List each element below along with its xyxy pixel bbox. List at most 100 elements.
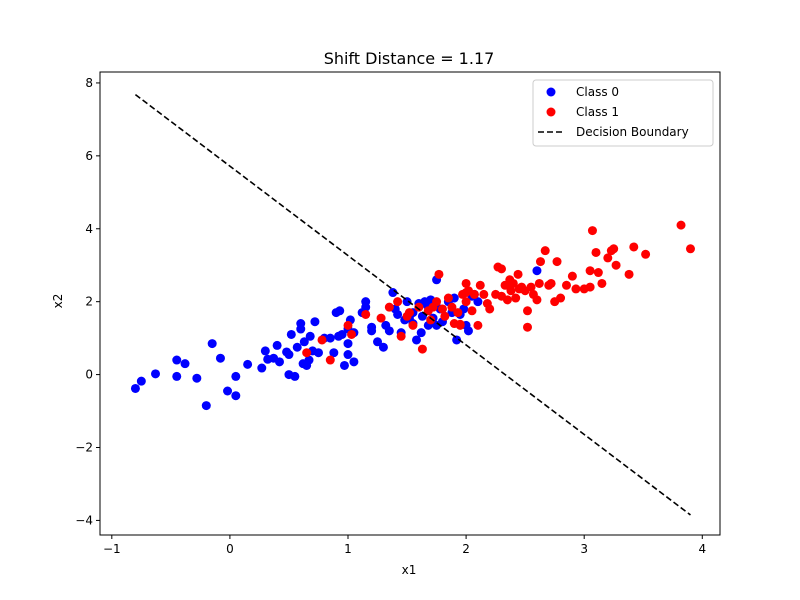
data-point (641, 249, 651, 259)
data-point (567, 271, 577, 281)
data-point (284, 350, 294, 360)
data-point (461, 288, 471, 298)
data-layer (130, 93, 695, 516)
data-point (404, 308, 414, 318)
data-point (434, 269, 444, 279)
data-point (603, 253, 613, 263)
data-point (593, 268, 603, 278)
legend-label: Decision Boundary (576, 125, 689, 139)
data-point (339, 360, 349, 370)
data-point (223, 386, 233, 396)
data-point (523, 306, 532, 316)
data-point (611, 260, 621, 270)
data-point (136, 376, 146, 386)
data-point (532, 295, 542, 305)
data-point (337, 329, 347, 339)
data-point (479, 289, 489, 299)
data-point (534, 278, 544, 288)
data-point (347, 329, 357, 339)
data-point (286, 329, 296, 339)
data-point (343, 350, 353, 360)
data-point (231, 391, 241, 401)
data-point (325, 355, 335, 365)
legend-marker (546, 107, 556, 117)
data-point (180, 359, 190, 369)
data-point (523, 322, 532, 332)
x-axis-label: x1 (402, 563, 417, 577)
data-point (536, 257, 545, 267)
data-point (416, 328, 426, 338)
data-point (272, 340, 282, 350)
x-tick-label: −1 (103, 542, 121, 556)
x-tick-label: 2 (462, 542, 470, 556)
data-point (585, 282, 595, 292)
data-point (292, 342, 302, 352)
y-tick-label: 4 (85, 222, 93, 236)
data-point (591, 247, 601, 257)
data-point (624, 269, 634, 279)
data-point (361, 309, 371, 319)
legend-box (532, 79, 714, 147)
data-point (130, 383, 140, 393)
data-point (376, 313, 386, 323)
data-point (461, 278, 471, 288)
y-tick-label: −4 (75, 513, 93, 527)
data-point (396, 331, 406, 341)
data-point (511, 293, 521, 303)
x-tick-label: 0 (226, 542, 234, 556)
data-point (485, 304, 495, 314)
data-point (299, 337, 309, 347)
data-point (207, 339, 217, 349)
data-point (455, 319, 465, 329)
data-point (275, 357, 284, 367)
y-tick-label: −2 (75, 441, 93, 455)
data-point (629, 242, 639, 252)
data-point (335, 306, 345, 316)
data-point (290, 371, 300, 381)
data-point (412, 335, 421, 345)
data-point (367, 326, 377, 336)
axes-frame (99, 71, 721, 536)
data-point (304, 355, 314, 365)
data-point (384, 326, 394, 336)
data-point (571, 284, 581, 294)
legend: Class 0 Class 1 Decision Boundary (532, 79, 714, 147)
x-tick-label: 3 (580, 542, 588, 556)
data-point (685, 244, 695, 254)
data-point (546, 278, 556, 288)
data-point (317, 335, 327, 345)
legend-item: Decision Boundary (538, 125, 689, 139)
data-point (463, 326, 473, 336)
data-point (414, 302, 424, 312)
data-point (585, 266, 595, 276)
data-point (310, 317, 320, 327)
data-point (151, 369, 160, 379)
data-point (373, 337, 383, 347)
data-point (378, 342, 388, 352)
x-axis: −1 0 1 2 3 4 (103, 535, 706, 556)
data-point (432, 297, 442, 307)
data-point (257, 363, 267, 373)
data-point (296, 324, 306, 334)
x-tick-label: 4 (698, 542, 706, 556)
data-point (231, 371, 241, 381)
legend-label: Class 1 (576, 105, 619, 119)
data-point (469, 289, 479, 299)
data-point (215, 353, 225, 363)
data-point (192, 373, 202, 383)
data-point (561, 280, 571, 290)
series-1 (302, 220, 695, 365)
data-point (532, 266, 542, 276)
data-point (313, 348, 323, 358)
y-tick-label: 8 (85, 76, 93, 90)
y-tick-label: 2 (85, 295, 93, 309)
data-point (260, 346, 270, 356)
data-point (597, 278, 607, 288)
data-point (343, 320, 353, 330)
data-point (473, 320, 483, 330)
data-point (329, 348, 339, 358)
y-axis-label: x2 (51, 294, 65, 309)
data-point (426, 315, 436, 325)
data-point (502, 280, 512, 290)
legend-marker (546, 87, 556, 97)
